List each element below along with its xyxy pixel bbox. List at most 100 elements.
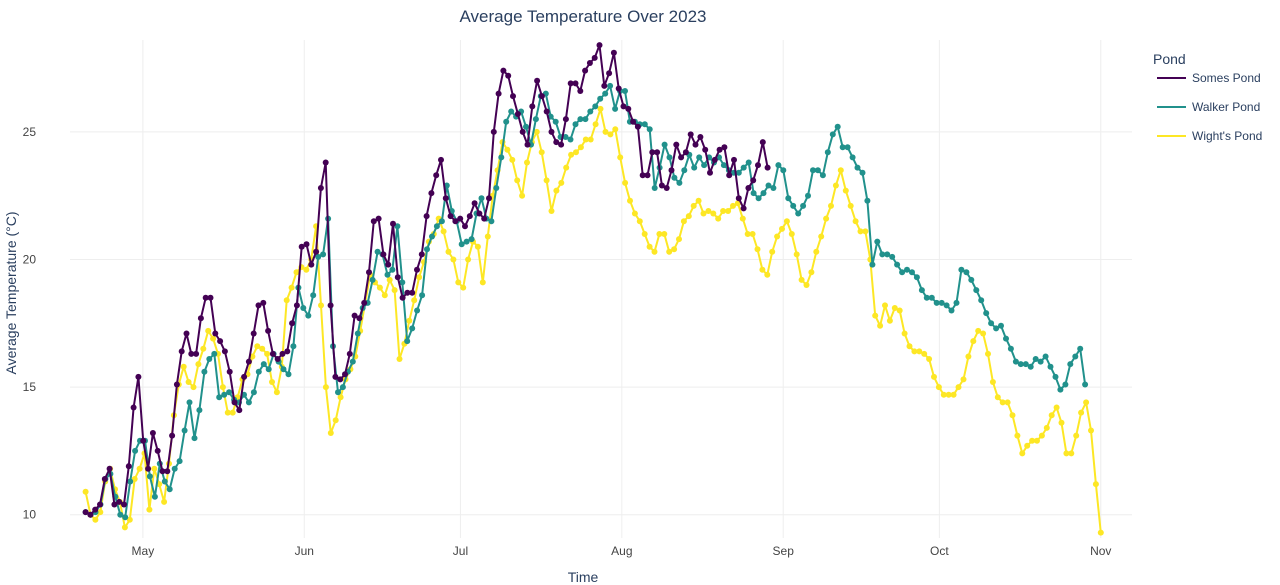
data-point[interactable] <box>416 274 423 281</box>
data-point[interactable] <box>476 210 483 217</box>
data-point[interactable] <box>707 169 713 176</box>
data-point[interactable] <box>877 322 884 329</box>
data-point[interactable] <box>872 312 879 319</box>
data-point[interactable] <box>438 218 445 225</box>
data-point[interactable] <box>265 327 272 334</box>
data-point[interactable] <box>658 182 665 189</box>
data-point[interactable] <box>205 327 212 334</box>
data-point[interactable] <box>136 465 143 472</box>
data-point[interactable] <box>869 261 876 268</box>
data-point[interactable] <box>1073 432 1080 439</box>
data-point[interactable] <box>419 292 426 299</box>
data-point[interactable] <box>938 299 945 306</box>
data-point[interactable] <box>229 409 236 416</box>
data-point[interactable] <box>874 238 881 245</box>
data-point[interactable] <box>231 399 238 406</box>
data-point[interactable] <box>514 111 521 117</box>
data-point[interactable] <box>543 177 550 184</box>
data-point[interactable] <box>404 289 411 296</box>
data-point[interactable] <box>146 473 153 480</box>
data-point[interactable] <box>1082 381 1089 388</box>
data-point[interactable] <box>615 85 622 92</box>
data-point[interactable] <box>750 177 757 184</box>
data-point[interactable] <box>780 167 787 174</box>
data-point[interactable] <box>1022 361 1029 368</box>
data-point[interactable] <box>610 49 617 56</box>
data-point[interactable] <box>651 248 658 255</box>
data-point[interactable] <box>510 93 516 100</box>
data-point[interactable] <box>989 379 996 385</box>
data-point[interactable] <box>289 320 296 327</box>
data-point[interactable] <box>458 241 465 248</box>
data-point[interactable] <box>523 123 529 130</box>
data-point[interactable] <box>97 509 104 516</box>
data-point[interactable] <box>273 389 280 396</box>
data-point[interactable] <box>800 202 807 209</box>
data-point[interactable] <box>224 409 231 416</box>
data-point[interactable] <box>486 195 492 202</box>
data-point[interactable] <box>390 220 396 227</box>
data-point[interactable] <box>166 486 173 493</box>
data-point[interactable] <box>720 208 727 214</box>
data-point[interactable] <box>1003 335 1009 342</box>
data-point[interactable] <box>630 118 637 125</box>
data-point[interactable] <box>1024 442 1031 449</box>
data-point[interactable] <box>1019 450 1026 457</box>
data-point[interactable] <box>1048 412 1055 419</box>
data-point[interactable] <box>210 335 217 342</box>
data-point[interactable] <box>622 88 628 94</box>
data-point[interactable] <box>1062 381 1069 388</box>
data-point[interactable] <box>983 310 990 317</box>
data-point[interactable] <box>1027 363 1034 370</box>
data-point[interactable] <box>862 228 869 235</box>
data-point[interactable] <box>923 294 930 301</box>
data-point[interactable] <box>803 282 810 288</box>
data-point[interactable] <box>414 266 420 273</box>
data-point[interactable] <box>503 118 510 125</box>
data-point[interactable] <box>882 302 888 309</box>
data-point[interactable] <box>775 162 782 169</box>
data-point[interactable] <box>82 488 89 495</box>
data-point[interactable] <box>361 299 368 306</box>
data-point[interactable] <box>279 350 286 357</box>
data-point[interactable] <box>656 231 663 237</box>
data-point[interactable] <box>913 274 920 281</box>
data-point[interactable] <box>97 501 103 508</box>
data-point[interactable] <box>500 67 507 74</box>
data-point[interactable] <box>131 476 138 482</box>
data-point[interactable] <box>582 67 589 74</box>
data-point[interactable] <box>250 389 257 396</box>
data-point[interactable] <box>505 72 512 79</box>
data-point[interactable] <box>394 274 401 281</box>
data-point[interactable] <box>255 368 262 375</box>
data-point[interactable] <box>445 248 452 255</box>
data-point[interactable] <box>411 297 418 304</box>
data-point[interactable] <box>975 327 982 334</box>
data-point[interactable] <box>533 128 540 135</box>
data-point[interactable] <box>563 164 570 171</box>
data-point[interactable] <box>770 185 777 191</box>
data-point[interactable] <box>504 146 511 153</box>
data-point[interactable] <box>955 384 962 391</box>
data-point[interactable] <box>146 506 153 513</box>
data-point[interactable] <box>631 210 638 217</box>
data-point[interactable] <box>661 141 668 148</box>
data-point[interactable] <box>255 302 262 309</box>
data-point[interactable] <box>1032 356 1039 362</box>
data-point[interactable] <box>313 248 320 255</box>
data-point[interactable] <box>676 236 682 243</box>
data-point[interactable] <box>779 225 785 232</box>
data-point[interactable] <box>1012 358 1019 365</box>
legend-item-walker-pond[interactable]: Walker Pond <box>1157 100 1260 114</box>
data-point[interactable] <box>202 294 209 301</box>
data-point[interactable] <box>697 134 704 140</box>
data-point[interactable] <box>847 202 854 209</box>
data-point[interactable] <box>562 134 569 140</box>
data-point[interactable] <box>945 391 952 398</box>
data-point[interactable] <box>466 213 473 220</box>
data-point[interactable] <box>899 269 906 276</box>
data-point[interactable] <box>1052 373 1059 380</box>
data-point[interactable] <box>931 373 937 380</box>
data-point[interactable] <box>666 248 673 255</box>
data-point[interactable] <box>185 379 192 385</box>
